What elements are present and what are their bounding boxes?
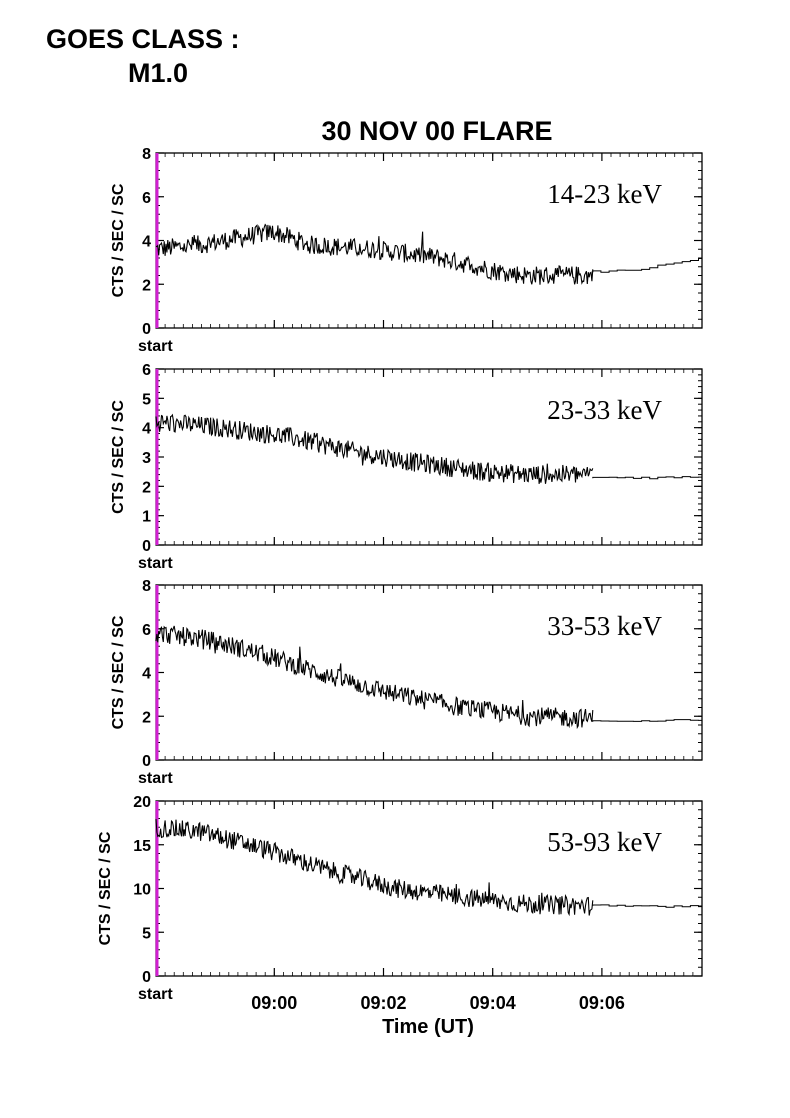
start-label: start [138,555,173,572]
x-tick-label: 09:00 [251,993,297,1013]
series-line-step [592,255,703,273]
chart-title: 30 NOV 00 FLARE [321,116,552,146]
y-tick-label: 0 [142,321,151,338]
y-tick-label: 20 [133,794,151,811]
x-axis-label: Time (UT) [382,1016,474,1038]
y-tick-label: 2 [142,479,151,496]
y-tick-label: 8 [142,146,151,163]
panel-2: 0 1 2 3 4 5 6 start CTS / SEC / SC 23-33 keV [110,362,703,572]
y-tick-label: 6 [142,190,151,207]
y-tick-label: 8 [142,578,151,595]
series-line-noisy [155,819,594,917]
panel-4: 0 5 10 15 20 start CTS / SEC / SC 53-93 keV 09:0… [97,794,703,1013]
y-tick-label: 5 [142,925,151,942]
start-label: start [138,986,173,1003]
x-tick-label: 09:04 [470,993,516,1013]
y-tick-label: 2 [142,277,151,294]
start-label: start [138,338,173,355]
panel-1: 0 2 4 6 8 start CTS / SEC / SC 14-23 keV [110,146,703,355]
series-line-step [592,473,703,481]
series-line-noisy [155,413,594,484]
series-line-step [592,904,703,908]
y-axis-label: CTS / SEC / SC [110,183,127,297]
y-tick-label: 2 [142,709,151,726]
series-line-noisy [155,223,594,285]
start-label: start [138,770,173,787]
energy-band-label: 53-93 keV [547,827,662,857]
y-tick-label: 6 [142,362,151,379]
y-tick-label: 3 [142,450,151,467]
y-tick-label: 4 [142,421,151,438]
x-tick-label: 09:02 [360,993,406,1013]
y-tick-label: 0 [142,538,151,555]
y-tick-label: 5 [142,391,151,408]
y-axis-label: CTS / SEC / SC [110,615,127,729]
energy-band-label: 33-53 keV [547,611,662,641]
goes-class-label: GOES CLASS : M1.0 [46,22,240,90]
energy-band-label: 23-33 keV [547,395,662,425]
y-tick-label: 4 [142,666,151,683]
y-tick-label: 6 [142,622,151,639]
goes-class-line1: GOES CLASS : [46,24,240,54]
series-line-noisy [155,625,594,730]
series-line-step [592,717,703,722]
y-tick-label: 1 [142,509,151,526]
energy-band-label: 14-23 keV [547,179,662,209]
y-axis-label: CTS / SEC / SC [110,400,127,514]
goes-class-value: M1.0 [128,58,189,88]
y-tick-label: 10 [133,882,151,899]
panel-3: 0 2 4 6 8 start CTS / SEC / SC 33-53 keV [110,578,703,787]
y-tick-label: 15 [133,838,151,855]
y-tick-label: 4 [142,234,151,251]
y-axis-label: CTS / SEC / SC [97,831,114,945]
y-tick-label: 0 [142,753,151,770]
panels: 0 2 4 6 8 start CTS / SEC / SC 14-23 keV 0 1 2 3 4 5 6… [97,146,703,1013]
y-tick-label: 0 [142,969,151,986]
x-tick-label: 09:06 [579,993,625,1013]
